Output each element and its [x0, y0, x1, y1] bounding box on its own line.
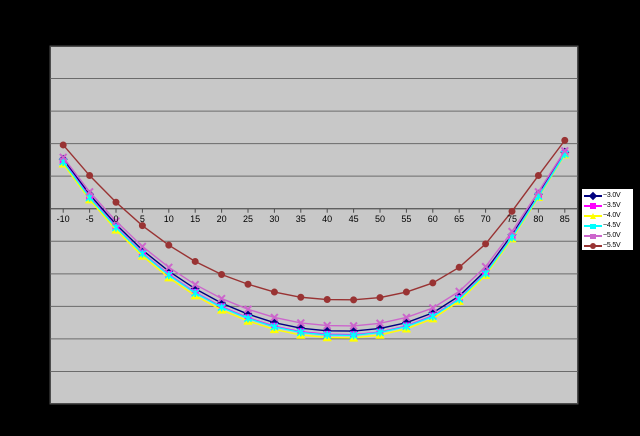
legend-swatch-4-0v [584, 211, 602, 221]
legend-swatch-3-0v [584, 191, 602, 201]
legend-swatch-4-5v [584, 221, 602, 231]
x-axis-tick-label: 5 [139, 213, 145, 224]
legend-label: ~5.0V [603, 232, 621, 239]
legend-marker-square [590, 203, 596, 209]
legend-swatch-5-0v [584, 231, 602, 241]
gridlines [50, 45, 578, 405]
legend-label: ~4.5V [603, 222, 621, 229]
legend-swatch-5-5v [584, 241, 602, 251]
legend-marker-circle [590, 243, 596, 249]
x-axis-tick-label: 40 [322, 213, 333, 224]
x-axis-tick-label: 20 [216, 213, 227, 224]
x-axis-tick-label: -5 [85, 213, 94, 224]
x-axis [49, 45, 579, 405]
legend-marker-star [590, 224, 596, 229]
x-axis-tick-label: 75 [506, 213, 517, 224]
x-axis-tick-label: 80 [533, 213, 544, 224]
x-axis-tick-label: 25 [242, 213, 253, 224]
data-series-group [58, 136, 570, 342]
plot-area [50, 46, 578, 404]
x-axis-tick-label: 45 [348, 213, 359, 224]
x-axis-tick-label: 0 [113, 213, 119, 224]
x-axis-tick-label: 65 [454, 213, 465, 224]
legend-item[interactable]: ~3.5V [584, 201, 631, 211]
legend-label: ~4.0V [603, 212, 621, 219]
legend-marker-x [590, 234, 596, 239]
legend-item[interactable]: ~4.0V [584, 211, 631, 221]
x-axis-tick-label: 30 [269, 213, 280, 224]
x-axis-tick-label: 50 [374, 213, 385, 224]
x-axis-tick-label: 60 [427, 213, 438, 224]
legend-item[interactable]: ~3.0V [584, 191, 631, 201]
x-axis-tick-label: 70 [480, 213, 491, 224]
x-axis-tick-label: 15 [190, 213, 201, 224]
legend-item[interactable]: ~4.5V [584, 221, 631, 231]
x-axis-tick-label: 55 [401, 213, 412, 224]
legend-label: ~3.0V [603, 192, 621, 199]
legend-label: ~5.5V [603, 242, 621, 249]
legend-marker-triangle [590, 213, 596, 219]
legend-item[interactable]: ~5.0V [584, 231, 631, 241]
x-axis-tick-label: 35 [295, 213, 306, 224]
x-axis-tick-label: 10 [163, 213, 174, 224]
legend-item[interactable]: ~5.5V [584, 241, 631, 251]
legend-marker-diamond [588, 191, 598, 201]
x-axis-tick-label: 85 [559, 213, 570, 224]
legend: ~3.0V ~3.5V ~4.0V ~4.5V ~5.0V ~5.5V [581, 188, 634, 251]
legend-swatch-3-5v [584, 201, 602, 211]
x-axis-tick-label: -10 [56, 213, 70, 224]
legend-label: ~3.5V [603, 202, 621, 209]
